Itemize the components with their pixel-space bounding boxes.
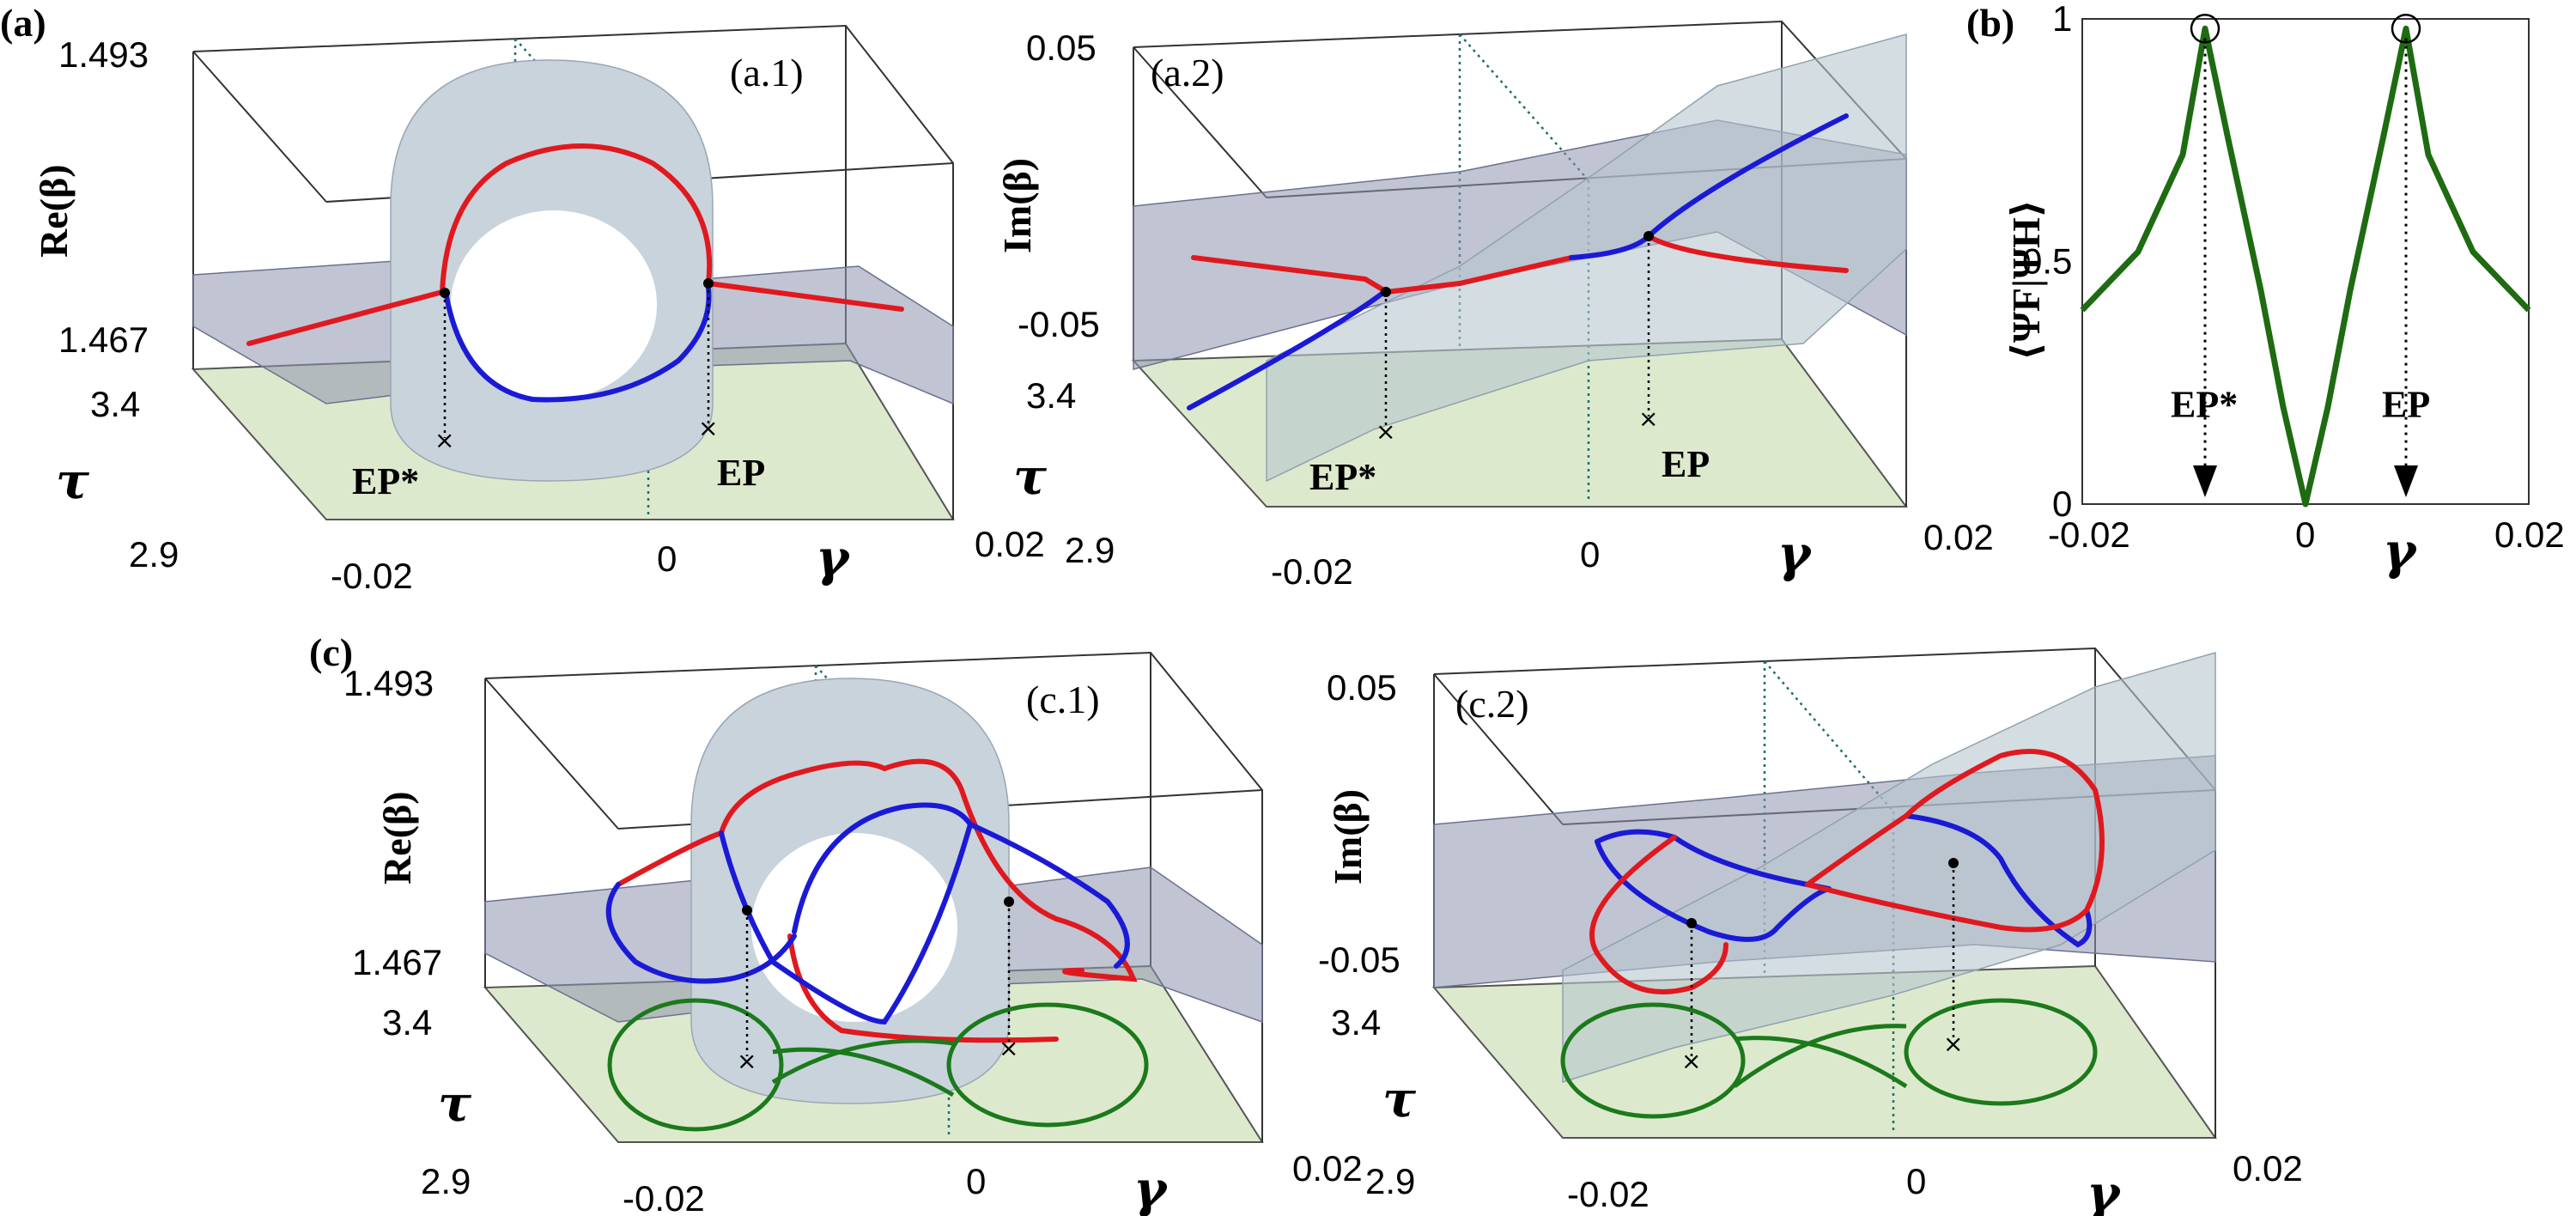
tau-tick-top: 3.4: [1331, 1002, 1381, 1043]
floor-curve-left: [607, 998, 784, 1132]
z-tick-bottom: -0.05: [1318, 939, 1400, 980]
x-axis-label: γ: [2383, 522, 2418, 581]
subpanel-tag: (a.2): [1151, 51, 1224, 94]
tau-axis-label: τ: [1013, 447, 1048, 506]
tau-axis-label: τ: [1382, 1070, 1417, 1128]
gamma-tick-left: -0.02: [1567, 1174, 1649, 1214]
ep-annotation: EP: [2382, 383, 2430, 425]
gamma-axis-label: γ: [816, 529, 851, 587]
gamma-axis-label: γ: [1777, 525, 1813, 583]
floor-curve-right: [946, 1002, 1149, 1128]
ep-annotation: EP*: [2171, 383, 2238, 425]
panel-c2: × × (c.2) 0.05 -0.05 Im(β) 3.4 2.9 τ -0.…: [1318, 647, 2303, 1216]
svg-text:×: ×: [1681, 1047, 1701, 1075]
panel-c1: (c) × × (c.1) 1.493 1.467 Re(β) 3.4 2.9: [309, 630, 1363, 1216]
gamma-tick-mid: 0: [966, 1161, 986, 1201]
gamma-tick-right: 0.02: [2233, 1148, 2303, 1189]
tau-tick-top: 3.4: [1026, 375, 1076, 416]
x-tick-label: -0.02: [2048, 514, 2130, 555]
ep-star-label: EP*: [1309, 456, 1376, 498]
peak-marker-circle: [2190, 14, 2221, 44]
x-tick-label: 0: [2295, 514, 2315, 555]
svg-text:×: ×: [434, 426, 454, 454]
x-tick-label: 0.02: [2494, 514, 2565, 555]
gamma-tick-left: -0.02: [623, 1178, 705, 1216]
y-tick-label: 1: [2052, 0, 2072, 39]
tau-tick-top: 3.4: [90, 384, 140, 424]
y-axis-label: ⟨ΨF|ΨH⟩: [2004, 199, 2048, 361]
ep-star-label: EP*: [352, 460, 419, 502]
gamma-tick-mid: 0: [657, 538, 677, 579]
subpanel-tag: (c.1): [1026, 678, 1100, 721]
eigen-curve-red: [1805, 749, 2105, 933]
ep-arrow-head: [2193, 465, 2217, 497]
tau-tick-bottom: 2.9: [1365, 1161, 1415, 1201]
gamma-tick-mid: 0: [1906, 1161, 1926, 1201]
z-tick-top: 1.493: [58, 34, 149, 75]
eigen-curve-blue: [1595, 829, 1832, 891]
z-axis-label: Re(β): [375, 791, 419, 885]
panel-label-a: (a): [0, 1, 46, 45]
eigen-curve-red: [246, 143, 904, 346]
svg-text:×: ×: [1638, 404, 1658, 433]
tau-axis-label: τ: [56, 452, 90, 510]
tau-tick-bottom: 2.9: [1065, 530, 1115, 570]
z-tick-top: 0.05: [1327, 667, 1397, 708]
plot-frame: [2081, 18, 2530, 505]
z-axis-label: Im(β): [995, 158, 1039, 253]
tau-axis-label: τ: [438, 1074, 472, 1133]
svg-text:×: ×: [1943, 1030, 1963, 1058]
svg-text:×: ×: [1376, 417, 1395, 446]
eigen-curve-red: [616, 758, 1138, 982]
series-line-overlap: [2080, 25, 2531, 508]
y-tick-label: 0.5: [2022, 241, 2072, 282]
subpanel-tag: (c.2): [1455, 682, 1529, 726]
z-tick-top: 1.493: [343, 663, 434, 703]
gamma-tick-left: -0.02: [1271, 551, 1353, 592]
eigen-sheet-2: [1562, 652, 2216, 1084]
eigen-curve-blue: [605, 882, 797, 984]
ep-arrow-head: [2394, 465, 2418, 497]
tau-tick-bottom: 2.9: [421, 1161, 471, 1201]
gamma-tick-right: 0.02: [1292, 1148, 1363, 1189]
y-tick-label: 0: [2052, 483, 2072, 524]
z-tick-bottom: 1.467: [352, 942, 442, 982]
gamma-tick-left: -0.02: [331, 556, 413, 596]
ep-label: EP: [717, 452, 765, 494]
svg-text:×: ×: [698, 414, 718, 442]
peak-marker-circle: [2391, 14, 2421, 44]
eigen-curve-blue: [444, 285, 712, 403]
svg-text:×: ×: [737, 1047, 756, 1075]
subpanel-tag: (a.1): [730, 51, 804, 94]
panel-label-c: (c): [309, 630, 353, 674]
z-tick-bottom: -0.05: [1018, 304, 1100, 344]
gamma-tick-right: 0.02: [1923, 517, 1994, 557]
z-axis-label: Re(β): [32, 164, 76, 258]
tau-tick-top: 3.4: [382, 1002, 432, 1043]
gamma-axis-label: γ: [1133, 1160, 1169, 1216]
z-axis-label: Im(β): [1326, 789, 1370, 885]
tau-tick-bottom: 2.9: [129, 534, 179, 575]
svg-text:×: ×: [999, 1034, 1018, 1062]
ep-label: EP: [1662, 443, 1710, 485]
gamma-tick-mid: 0: [1580, 534, 1600, 575]
z-tick-bottom: 1.467: [58, 319, 149, 360]
floor-curve-right: [1904, 998, 2098, 1106]
gamma-tick-right: 0.02: [975, 524, 1045, 564]
eigen-curve-blue: [1187, 289, 1387, 410]
panel-label-b: (b): [1966, 1, 2014, 45]
gamma-axis-label: γ: [2087, 1164, 2122, 1216]
z-tick-top: 0.05: [1026, 27, 1097, 68]
panel-a2: × × EP* EP (a.2) 0.05 -0.05 Im(β) 3.4 2.…: [995, 20, 1994, 592]
panel-a1: (a) × × EP* EP (a.1) 1.493 1.467 Re(β) 3…: [0, 1, 1045, 596]
floor-curve-left: [1560, 1002, 1746, 1119]
